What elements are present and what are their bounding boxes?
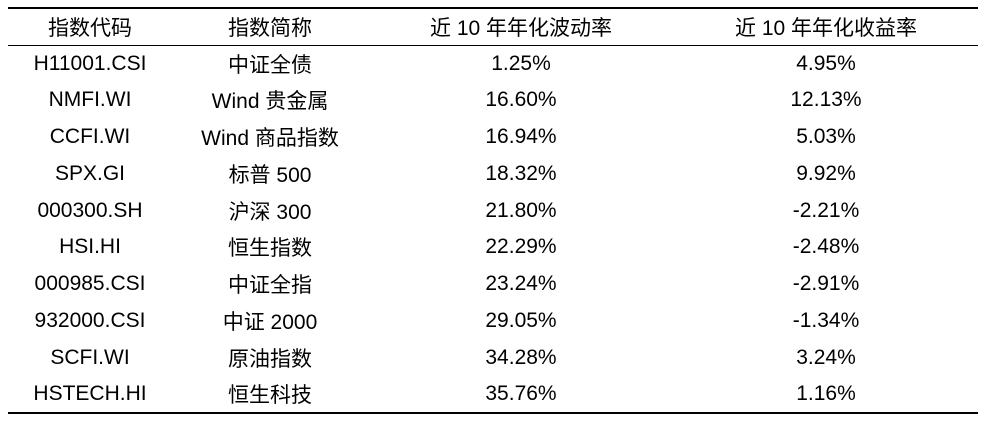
cell-return: -2.91% (792, 272, 860, 296)
cell-return: 1.16% (674, 376, 978, 414)
cell-return: -2.48% (792, 235, 860, 259)
header-volatility: 近 10 年年化波动率 (368, 7, 674, 46)
cell-index-name: 标普 500 (228, 163, 312, 187)
cell-return: 3.24% (796, 345, 856, 369)
table-row: NMFI.WI Wind 贵金属 16.60% 12.13% (8, 82, 978, 119)
cell-index-name: 沪深 300 (228, 200, 312, 224)
cell-index-name: 恒生科技 (172, 376, 368, 414)
cell-index-code: 932000.CSI (34, 308, 146, 332)
cell-index-code: HSTECH.HI (8, 376, 172, 414)
table-row: HSI.HI 恒生指数 22.29% -2.48% (8, 229, 978, 266)
cell-index-name: 中证 2000 (222, 310, 318, 334)
cell-volatility: 21.80% (485, 198, 557, 222)
table-row: SCFI.WI 原油指数 34.28% 3.24% (8, 339, 978, 376)
cell-index-code: CCFI.WI (49, 124, 131, 148)
cell-index-name: 恒生指数 (228, 237, 312, 261)
table-row: H11001.CSI 中证全债 1.25% 4.95% (8, 45, 978, 82)
cell-volatility: 34.28% (485, 345, 557, 369)
cell-index-code: NMFI.WI (48, 88, 132, 112)
table-row: SPX.GI 标普 500 18.32% 9.92% (8, 155, 978, 192)
cell-index-code: HSI.HI (59, 235, 121, 259)
table-header-row: 指数代码 指数简称 近 10 年年化波动率 近 10 年年化收益率 (8, 7, 978, 46)
cell-index-code: 000300.SH (37, 198, 143, 222)
cell-volatility: 18.32% (485, 161, 557, 185)
table-row: 932000.CSI 中证 2000 29.05% -1.34% (8, 303, 978, 340)
cell-index-code: SPX.GI (54, 161, 126, 185)
cell-return: 4.95% (796, 51, 856, 75)
cell-return: -2.21% (792, 198, 860, 222)
cell-index-name: 中证全债 (228, 53, 312, 77)
header-index-name: 指数简称 (172, 7, 368, 46)
cell-index-name: 中证全指 (228, 274, 312, 298)
cell-index-code: 000985.CSI (34, 272, 146, 296)
header-return: 近 10 年年化收益率 (674, 7, 978, 46)
cell-volatility: 1.25% (491, 51, 551, 75)
table-row: CCFI.WI Wind 商品指数 16.94% 5.03% (8, 119, 978, 156)
cell-return: 12.13% (790, 88, 862, 112)
cell-volatility: 35.76% (368, 376, 674, 414)
cell-index-code: H11001.CSI (33, 51, 147, 75)
index-table-container: 指数代码 指数简称 近 10 年年化波动率 近 10 年年化收益率 H11001… (8, 7, 978, 414)
cell-volatility: 16.60% (485, 88, 557, 112)
cell-volatility: 29.05% (485, 308, 557, 332)
cell-return: 5.03% (796, 124, 856, 148)
index-volatility-return-table: 指数代码 指数简称 近 10 年年化波动率 近 10 年年化收益率 H11001… (8, 7, 978, 414)
cell-return: 9.92% (796, 161, 856, 185)
table-row: HSTECH.HI 恒生科技 35.76% 1.16% (8, 376, 978, 414)
header-index-code: 指数代码 (8, 7, 172, 46)
cell-index-code: SCFI.WI (50, 345, 130, 369)
table-row: 000985.CSI 中证全指 23.24% -2.91% (8, 266, 978, 303)
cell-index-name: 原油指数 (228, 347, 312, 371)
cell-volatility: 16.94% (485, 124, 557, 148)
cell-volatility: 22.29% (485, 235, 557, 259)
cell-volatility: 23.24% (485, 272, 557, 296)
cell-index-name: Wind 贵金属 (211, 90, 329, 114)
cell-return: -1.34% (792, 308, 860, 332)
table-row: 000300.SH 沪深 300 21.80% -2.21% (8, 192, 978, 229)
cell-index-name: Wind 商品指数 (201, 126, 339, 150)
